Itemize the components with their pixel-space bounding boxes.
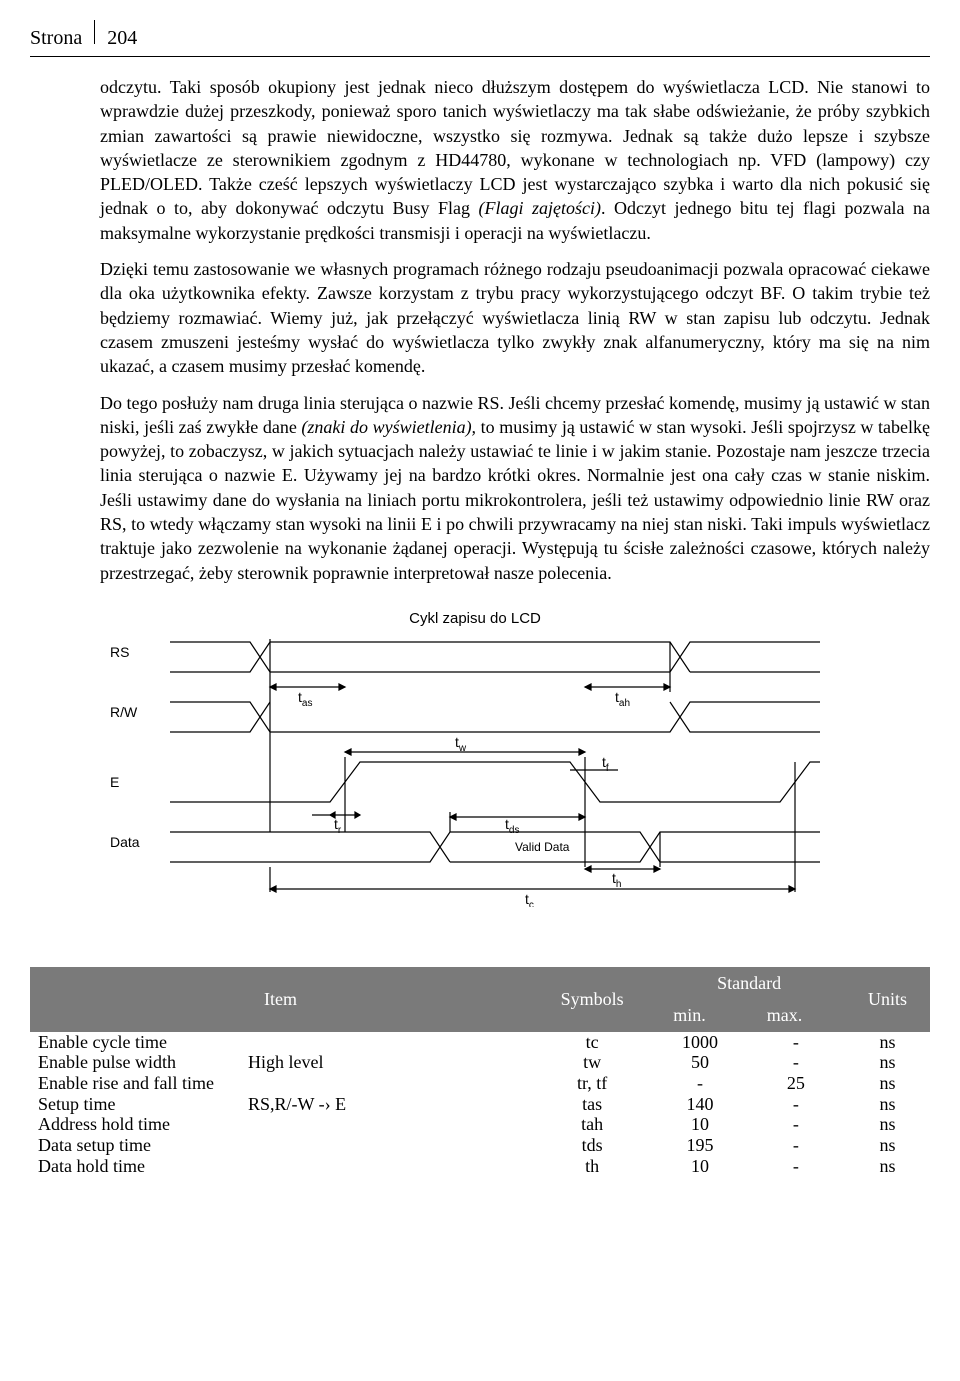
timing-table-head: Item Symbols Standard Units min. max. [30, 967, 930, 1032]
cell-min: 10 [653, 1114, 747, 1135]
cell-item: Data hold time [30, 1156, 531, 1177]
cell-sym: tas [531, 1094, 653, 1115]
cell-item: Enable pulse widthHigh level [30, 1052, 531, 1073]
signal-e: E [110, 774, 119, 790]
timing-table: Item Symbols Standard Units min. max. En… [30, 967, 930, 1176]
table-row: Address hold timetah10-ns [30, 1114, 930, 1135]
lbl-th-sub: h [616, 879, 622, 890]
cell-item: Enable rise and fall time [30, 1073, 531, 1094]
table-row: Enable rise and fall timetr, tf-25ns [30, 1073, 930, 1094]
cell-sym: tr, tf [531, 1073, 653, 1094]
timing-diagram: Cykl zapisu do LCD RS R/W E Data [100, 607, 850, 907]
cell-units: ns [845, 1032, 930, 1053]
th-max: max. [747, 999, 845, 1031]
cell-max: - [747, 1094, 845, 1115]
paragraph-1: odczytu. Taki sposób okupiony jest jedna… [30, 75, 930, 245]
th-symbols: Symbols [531, 967, 653, 1032]
table-row: Setup timeRS,R/-W -› Etas140-ns [30, 1094, 930, 1115]
svg-text:tf: tf [602, 754, 609, 774]
valid-data-label: Valid Data [515, 840, 570, 854]
paragraph-3-italic: (znaki do wyświetlenia), [301, 417, 476, 437]
cell-sym: tw [531, 1052, 653, 1073]
th-item: Item [30, 967, 531, 1032]
cell-min: - [653, 1073, 747, 1094]
cell-sym: th [531, 1156, 653, 1177]
table-row: Enable cycle timetc1000-ns [30, 1032, 930, 1053]
cell-max: - [747, 1135, 845, 1156]
cell-sym: tc [531, 1032, 653, 1053]
table-row: Data hold timeth10-ns [30, 1156, 930, 1177]
cell-units: ns [845, 1114, 930, 1135]
cell-min: 1000 [653, 1032, 747, 1053]
cell-sym: tds [531, 1135, 653, 1156]
timing-diagram-svg: Cykl zapisu do LCD RS R/W E Data [100, 607, 850, 907]
lbl-tf-sub: f [606, 763, 609, 774]
page-header-label: Strona [30, 25, 82, 52]
paragraph-1-italic: (Flagi zajętości) [479, 198, 602, 218]
svg-text:tds: tds [505, 816, 519, 836]
th-min: min. [653, 999, 747, 1031]
page-header: Strona 204 [30, 20, 930, 57]
lbl-tds-sub: ds [509, 825, 520, 836]
cell-min: 50 [653, 1052, 747, 1073]
table-row: Data setup timetds195-ns [30, 1135, 930, 1156]
lbl-tw-sub: w [458, 743, 467, 754]
paragraph-3: Do tego posłuży nam druga linia sterując… [30, 391, 930, 585]
cell-max: - [747, 1052, 845, 1073]
cell-max: 25 [747, 1073, 845, 1094]
signal-rw: R/W [110, 704, 138, 720]
cell-units: ns [845, 1094, 930, 1115]
svg-text:th: th [612, 870, 621, 890]
table-row: Enable pulse widthHigh leveltw50-ns [30, 1052, 930, 1073]
signal-rs: RS [110, 644, 129, 660]
cell-sym: tah [531, 1114, 653, 1135]
svg-text:tas: tas [298, 689, 312, 709]
svg-text:tw: tw [455, 734, 467, 754]
cell-item: Enable cycle time [30, 1032, 531, 1053]
page-header-number: 204 [107, 25, 137, 52]
cell-item: Setup timeRS,R/-W -› E [30, 1094, 531, 1115]
th-standard: Standard [653, 967, 845, 999]
lbl-tr-sub: r [338, 825, 342, 836]
signal-data: Data [110, 834, 140, 850]
diagram-title: Cykl zapisu do LCD [409, 610, 541, 627]
svg-text:tc: tc [525, 891, 534, 907]
cell-units: ns [845, 1156, 930, 1177]
paragraph-2-text: Dzięki temu zastosowanie we własnych pro… [100, 259, 930, 376]
cell-min: 10 [653, 1156, 747, 1177]
cell-max: - [747, 1032, 845, 1053]
paragraph-2: Dzięki temu zastosowanie we własnych pro… [30, 257, 930, 378]
cell-item: Address hold time [30, 1114, 531, 1135]
cell-min: 195 [653, 1135, 747, 1156]
cell-units: ns [845, 1135, 930, 1156]
paragraph-3b: to musimy ją ustawić w stan wysoki. Jeśl… [100, 417, 930, 583]
cell-max: - [747, 1114, 845, 1135]
cell-max: - [747, 1156, 845, 1177]
svg-text:tr: tr [334, 816, 342, 836]
cell-item: Data setup time [30, 1135, 531, 1156]
lbl-tah-sub: ah [619, 698, 630, 709]
cell-min: 140 [653, 1094, 747, 1115]
cell-units: ns [845, 1073, 930, 1094]
th-units: Units [845, 967, 930, 1032]
lbl-tas-sub: as [302, 698, 313, 709]
cell-units: ns [845, 1052, 930, 1073]
lbl-tc-sub: c [529, 900, 534, 907]
svg-text:tah: tah [615, 689, 630, 709]
page-header-divider [94, 20, 95, 44]
timing-table-body: Enable cycle timetc1000-nsEnable pulse w… [30, 1032, 930, 1177]
